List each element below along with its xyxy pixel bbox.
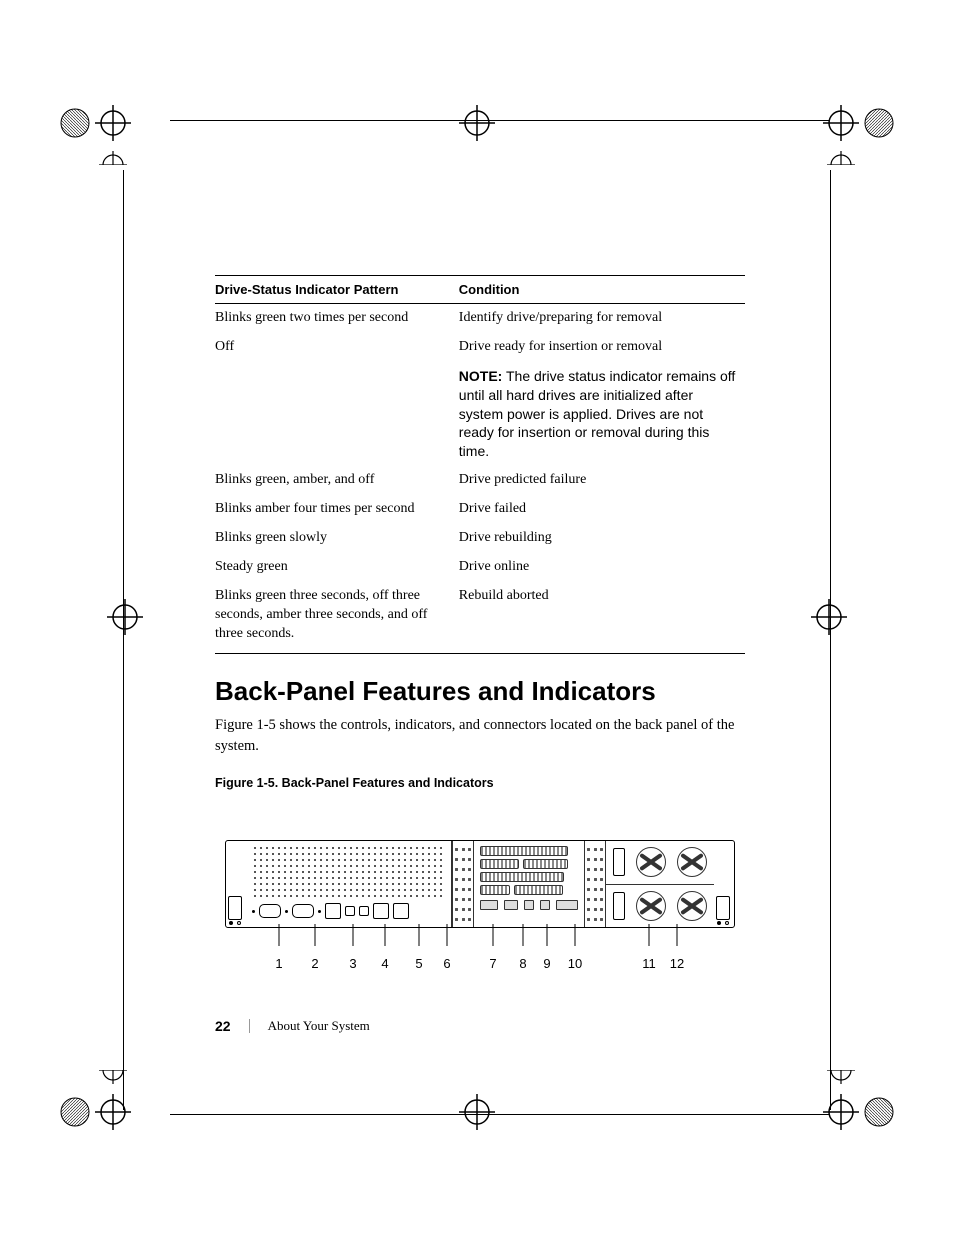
expansion-slot-icon bbox=[523, 859, 567, 869]
note-cell: NOTE: The drive status indicator remains… bbox=[459, 362, 745, 466]
registration-mark-bot-mid bbox=[432, 1070, 522, 1160]
ethernet-port-icon bbox=[393, 903, 409, 919]
page-footer: 22 About Your System bbox=[215, 1018, 745, 1034]
usb-port-icon bbox=[359, 906, 369, 916]
vent-strip bbox=[452, 841, 474, 927]
callout-number: 11 bbox=[642, 956, 656, 971]
cell-condition: Drive failed bbox=[459, 495, 745, 524]
table-row: Blinks amber four times per second Drive… bbox=[215, 495, 745, 524]
callout-number: 3 bbox=[349, 956, 356, 971]
psu-bay bbox=[606, 841, 714, 885]
connector-icon bbox=[524, 900, 534, 910]
crop-rule-top bbox=[170, 120, 829, 121]
crop-rule-bottom bbox=[170, 1114, 829, 1115]
fan-icon bbox=[636, 847, 666, 877]
backpanel-mid-section bbox=[474, 841, 584, 927]
table-row: Blinks green three seconds, off three se… bbox=[215, 582, 745, 654]
chassis-handle-right bbox=[714, 841, 734, 927]
registration-mark-bl bbox=[55, 1070, 145, 1160]
callout-number: 7 bbox=[489, 956, 496, 971]
registration-mark-br bbox=[809, 1070, 899, 1160]
cell-pattern: Blinks green slowly bbox=[215, 524, 459, 553]
connector-icon bbox=[480, 900, 498, 910]
psu-bay bbox=[606, 885, 714, 928]
vent-strip bbox=[584, 841, 606, 927]
th-condition: Condition bbox=[459, 276, 745, 304]
expansion-slot-icon bbox=[480, 872, 563, 882]
ethernet-port-icon bbox=[373, 903, 389, 919]
connector-icon bbox=[504, 900, 518, 910]
cell-pattern: Blinks green three seconds, off three se… bbox=[215, 582, 459, 654]
backpanel-psu-section bbox=[606, 841, 714, 927]
vent-grid-icon bbox=[252, 845, 446, 900]
table-row: Blinks green, amber, and off Drive predi… bbox=[215, 466, 745, 495]
expansion-slot-icon bbox=[480, 846, 568, 856]
footer-divider bbox=[249, 1019, 250, 1033]
figure-callouts: 123456789101112 bbox=[225, 932, 735, 982]
cell-condition: Identify drive/preparing for removal bbox=[459, 304, 745, 333]
cell-pattern: Blinks amber four times per second bbox=[215, 495, 459, 524]
table-row: Off Drive ready for insertion or removal bbox=[215, 333, 745, 362]
cell-pattern: Steady green bbox=[215, 553, 459, 582]
usb-port-icon bbox=[345, 906, 355, 916]
chassis-handle-left bbox=[226, 841, 246, 927]
table-row: Steady green Drive online bbox=[215, 553, 745, 582]
section-heading: Back-Panel Features and Indicators bbox=[215, 676, 745, 707]
cell-pattern: Off bbox=[215, 333, 459, 362]
callout-number: 4 bbox=[381, 956, 388, 971]
drive-status-table: Drive-Status Indicator Pattern Condition… bbox=[215, 275, 745, 654]
cell-pattern: Blinks green two times per second bbox=[215, 304, 459, 333]
callout-number: 9 bbox=[543, 956, 550, 971]
table-row: Blinks green slowly Drive rebuilding bbox=[215, 524, 745, 553]
connector-icon bbox=[556, 900, 578, 910]
fan-icon bbox=[636, 891, 666, 921]
cell-condition: Drive online bbox=[459, 553, 745, 582]
callout-number: 12 bbox=[670, 956, 684, 971]
crop-rule-right bbox=[830, 170, 831, 1110]
callout-number: 10 bbox=[568, 956, 582, 971]
io-ports-row bbox=[252, 899, 446, 923]
expansion-slot-icon bbox=[480, 859, 519, 869]
table-row-note: NOTE: The drive status indicator remains… bbox=[215, 362, 745, 466]
psu-handle-icon bbox=[613, 848, 625, 876]
expansion-slot-icon bbox=[480, 885, 509, 895]
expansion-slot-icon bbox=[514, 885, 563, 895]
ethernet-port-icon bbox=[325, 903, 341, 919]
figure-caption: Figure 1-5. Back-Panel Features and Indi… bbox=[215, 776, 745, 790]
callout-number: 2 bbox=[311, 956, 318, 971]
psu-handle-icon bbox=[613, 892, 625, 920]
callout-number: 6 bbox=[443, 956, 450, 971]
th-pattern: Drive-Status Indicator Pattern bbox=[215, 276, 459, 304]
note-label: NOTE: bbox=[459, 368, 503, 384]
page-content: Drive-Status Indicator Pattern Condition… bbox=[215, 275, 745, 982]
vga-port-icon bbox=[292, 904, 314, 918]
cell-condition: Drive rebuilding bbox=[459, 524, 745, 553]
callout-number: 5 bbox=[415, 956, 422, 971]
callout-number: 8 bbox=[519, 956, 526, 971]
crop-rule-left bbox=[123, 170, 124, 1110]
backpanel-left-section bbox=[246, 841, 453, 927]
serial-port-icon bbox=[259, 904, 281, 918]
fan-icon bbox=[677, 891, 707, 921]
registration-mark-tl bbox=[55, 75, 145, 165]
backpanel-chassis bbox=[225, 840, 735, 928]
backpanel-figure: 123456789101112 bbox=[225, 840, 735, 982]
registration-mark-left-mid bbox=[80, 572, 170, 662]
cell-pattern: Blinks green, amber, and off bbox=[215, 466, 459, 495]
cell-condition: Rebuild aborted bbox=[459, 582, 745, 654]
cell-condition: Drive predicted failure bbox=[459, 466, 745, 495]
table-row: Blinks green two times per second Identi… bbox=[215, 304, 745, 333]
registration-mark-right-mid bbox=[784, 572, 874, 662]
footer-section-title: About Your System bbox=[268, 1018, 370, 1034]
page-number: 22 bbox=[215, 1018, 231, 1034]
fan-icon bbox=[677, 847, 707, 877]
body-paragraph: Figure 1-5 shows the controls, indicator… bbox=[215, 715, 745, 756]
cell-condition: Drive ready for insertion or removal bbox=[459, 333, 745, 362]
callout-number: 1 bbox=[275, 956, 282, 971]
connector-icon bbox=[540, 900, 550, 910]
